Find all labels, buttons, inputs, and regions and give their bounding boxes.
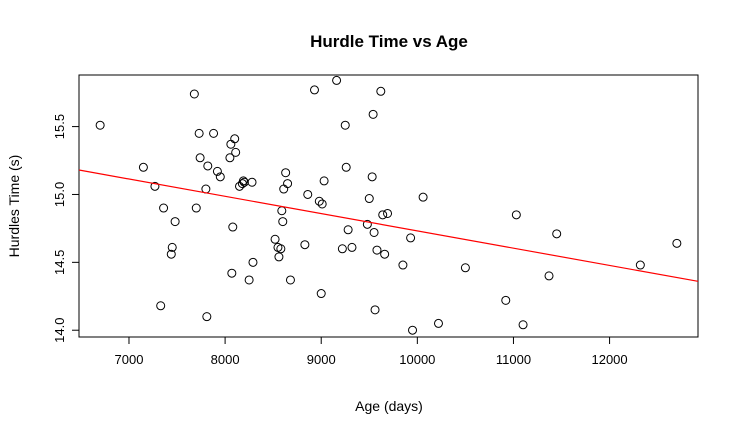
- data-point: [314, 196, 324, 206]
- data-point: [195, 153, 205, 163]
- data-point: [212, 166, 222, 176]
- plot-area-frame: [78, 74, 699, 338]
- data-point: [244, 275, 254, 285]
- data-point: [170, 217, 180, 227]
- data-point: [408, 325, 418, 335]
- x-tick-label: 10000: [399, 352, 435, 367]
- data-points: [95, 75, 682, 335]
- data-point: [369, 227, 379, 237]
- data-point: [341, 162, 351, 172]
- data-point: [231, 147, 241, 157]
- data-point: [337, 244, 347, 254]
- x-tick-label: 7000: [115, 352, 144, 367]
- x-tick-label: 9000: [307, 352, 336, 367]
- x-tick-label: 8000: [211, 352, 240, 367]
- data-point: [277, 206, 287, 216]
- data-point: [370, 305, 380, 315]
- data-point: [332, 75, 342, 85]
- data-point: [376, 86, 386, 96]
- data-point: [227, 268, 237, 278]
- data-point: [362, 219, 372, 229]
- data-point: [279, 184, 289, 194]
- data-point: [167, 242, 177, 252]
- data-point: [156, 301, 166, 311]
- x-axis: 7000 8000 9000 10000 11000 12000: [115, 336, 628, 367]
- data-point: [189, 89, 199, 99]
- data-point: [191, 203, 201, 213]
- data-point: [672, 238, 682, 248]
- data-point: [230, 134, 240, 144]
- data-point: [418, 192, 428, 202]
- data-point: [367, 172, 377, 182]
- y-axis-label: Hurdles Time (s): [6, 155, 22, 258]
- data-point: [270, 234, 280, 244]
- x-tick-label: 11000: [496, 352, 531, 367]
- data-point: [317, 199, 327, 209]
- data-point: [248, 257, 258, 267]
- data-point: [228, 222, 238, 232]
- data-point: [319, 176, 329, 186]
- data-point: [95, 120, 105, 130]
- data-point: [433, 318, 443, 328]
- data-point: [635, 260, 645, 270]
- data-point: [316, 289, 326, 299]
- data-point: [238, 176, 248, 186]
- data-point: [166, 249, 176, 259]
- data-point: [378, 210, 388, 220]
- data-point: [276, 244, 286, 254]
- data-point: [215, 172, 225, 182]
- y-tick-label: 14.0: [52, 318, 67, 343]
- data-point: [285, 275, 295, 285]
- data-point: [226, 139, 236, 149]
- data-point: [274, 252, 284, 262]
- data-point: [364, 194, 374, 204]
- data-point: [380, 249, 390, 259]
- data-point: [209, 128, 219, 138]
- y-tick-label: 15.0: [52, 182, 67, 207]
- data-point: [202, 312, 212, 322]
- data-point: [552, 229, 562, 239]
- regression-line: [78, 169, 699, 282]
- chart-title: Hurdle Time vs Age: [310, 32, 468, 51]
- data-point: [309, 85, 319, 95]
- data-point: [159, 203, 169, 213]
- data-point: [406, 233, 416, 243]
- data-point: [460, 263, 470, 273]
- y-axis: 14.0 14.5 15.0 15.5: [52, 114, 80, 343]
- data-point: [347, 242, 357, 252]
- data-point: [518, 320, 528, 330]
- data-point: [225, 153, 235, 163]
- data-point: [511, 210, 521, 220]
- data-point: [150, 181, 160, 191]
- data-point: [343, 225, 353, 235]
- data-point: [372, 245, 382, 255]
- y-tick-label: 15.5: [52, 114, 67, 139]
- x-axis-label: Age (days): [355, 398, 423, 414]
- data-point: [383, 208, 393, 218]
- y-tick-label: 14.5: [52, 250, 67, 275]
- data-point: [340, 120, 350, 130]
- data-point: [501, 295, 511, 305]
- data-point: [300, 240, 310, 250]
- data-point: [194, 128, 204, 138]
- data-point: [278, 217, 288, 227]
- data-point: [247, 177, 257, 187]
- data-point: [544, 271, 554, 281]
- x-tick-label: 12000: [591, 352, 627, 367]
- data-point: [138, 162, 148, 172]
- data-point: [303, 189, 313, 199]
- data-point: [283, 179, 293, 189]
- data-point: [281, 168, 291, 178]
- data-point: [398, 260, 408, 270]
- data-point: [203, 161, 213, 171]
- data-point: [368, 109, 378, 119]
